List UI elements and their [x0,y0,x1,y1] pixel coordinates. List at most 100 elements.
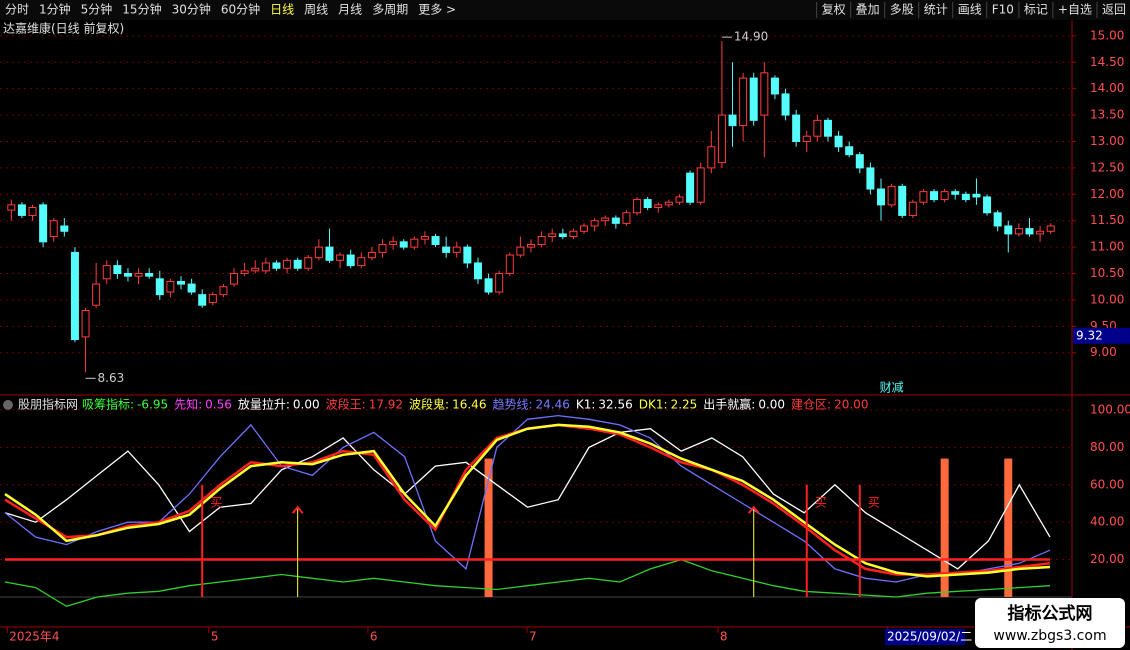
y-tick-label: 60.00 [1090,477,1124,491]
tab[interactable]: 30分钟 [172,2,211,17]
y-tick-label: 10.00 [1090,292,1124,306]
candle-body [961,193,970,201]
candle-body [1046,225,1055,232]
candle-body [802,135,811,142]
current-price: 9.32 [1076,328,1103,342]
indicator-label: K1: [576,398,596,412]
candle-body [633,199,642,214]
tab[interactable]: 1分钟 [39,2,71,17]
y-tick-label: 15.00 [1090,28,1124,42]
date-label: 8 [720,630,728,644]
candle-body [930,191,939,201]
candle-body [81,309,90,338]
arrow-head [291,505,304,514]
candle-body [611,217,620,224]
candle-body [367,251,376,259]
indicator-value: 17.92 [369,398,403,412]
toolbar-button[interactable]: +自选 [1058,3,1092,17]
candle-body [420,236,429,240]
candle-body [484,278,493,293]
price-label: 14.90 [734,30,768,44]
candle-body [527,243,535,248]
indicator-value: 0.56 [205,398,232,412]
candle-body [887,185,896,206]
indicator-label: 趋势线: [492,398,532,412]
buy-label: 买 [815,495,827,509]
tab[interactable]: 60分钟 [221,2,260,17]
toolbar-button[interactable]: 返回 [1102,3,1126,17]
candle-body [760,72,769,116]
toolbar-button[interactable]: 多股 [890,3,914,17]
candle-body [898,185,907,216]
candle-body [749,77,758,121]
toolbar-button[interactable]: 复权 [822,3,846,17]
candle-body [558,233,567,238]
y-tick-label: 80.00 [1090,440,1124,454]
candle-body [208,294,217,304]
indicator-label: DK1: [639,398,668,412]
indicator-label: 波段王: [326,397,366,412]
candle-body [675,196,684,203]
arrow-head [747,505,760,514]
candle-body [102,265,111,280]
indicator-line [4,428,1051,570]
tab[interactable]: 5分钟 [81,2,113,17]
candle-body [431,236,440,245]
buy-label: 买 [868,495,880,509]
candle-body [187,283,196,293]
toolbar-button[interactable]: 叠加 [856,3,880,17]
buy-label: 买 [210,495,222,509]
candle-body [272,262,281,269]
candle-body [972,193,981,198]
candle-body [601,217,610,222]
candle-body [7,204,16,211]
tab[interactable]: 更多 > [418,3,456,17]
tab[interactable]: 月线 [338,3,362,17]
candle-body [70,251,79,341]
indicator-line [4,423,1051,578]
candle-body [983,196,992,214]
candle-body [261,262,270,272]
toolbar-button[interactable]: F10 [992,3,1014,17]
candle-body [251,267,260,272]
candle-body [240,270,249,275]
tab[interactable]: 多周期 [372,3,408,17]
candle-body [357,257,366,267]
candle-body [113,265,122,275]
toolbar-button[interactable]: 标记 [1024,3,1048,17]
indicator-menu[interactable] [3,400,13,410]
toolbar-button[interactable]: 统计 [924,3,948,17]
candle-body [495,273,504,293]
tab[interactable]: 15分钟 [122,2,161,17]
toolbar-button[interactable]: 画线 [958,3,982,17]
candle-body [654,204,663,209]
candle-body [410,238,419,248]
candle-body [664,201,673,206]
tab[interactable]: 周线 [304,3,328,17]
indicator-label: 放量拉升: [238,397,290,412]
candle-body [834,135,843,148]
candle-body [686,172,695,203]
y-tick-label: 14.50 [1090,55,1124,69]
candle-body [728,114,737,127]
event-label: 财减 [880,381,904,395]
indicator-value: 20.00 [834,398,868,412]
indicator-label: 出手就赢: [703,397,755,412]
watermark-bg [975,598,1125,648]
date-label: 5 [211,630,219,644]
candle-body [696,167,705,203]
date-label: 6 [370,630,378,644]
tab[interactable]: 分时 [5,3,29,17]
y-tick-label: 20.00 [1090,552,1124,566]
indicator-value: 24.46 [536,398,570,412]
candle-body [590,220,599,227]
indicator-label: 波段鬼: [409,397,449,412]
tab[interactable]: 日线 [270,3,294,17]
candle-body [198,294,207,306]
candle-body [505,254,514,275]
indicator-line [4,423,1051,576]
cursor-date: 2025/09/02/二 [887,630,972,644]
date-label: 2025年4 [9,630,59,644]
